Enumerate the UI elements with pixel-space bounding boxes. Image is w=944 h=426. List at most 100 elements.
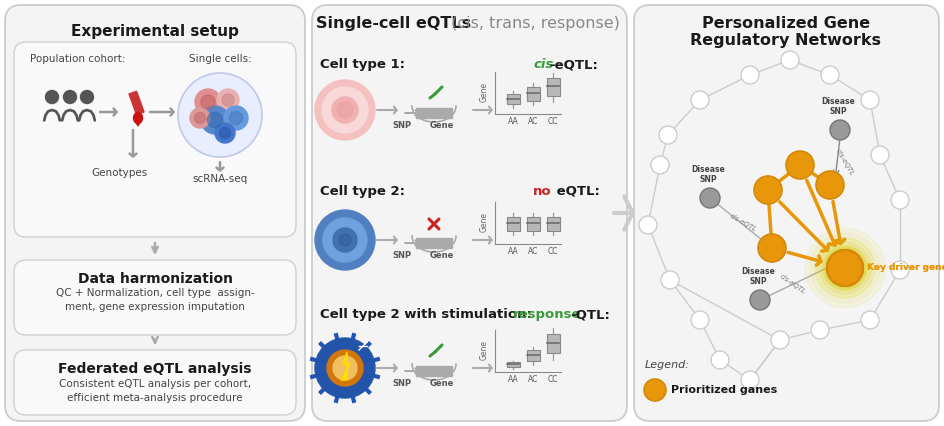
- Circle shape: [830, 120, 850, 140]
- Bar: [527, 350, 540, 361]
- Circle shape: [711, 351, 729, 369]
- Circle shape: [827, 250, 863, 286]
- Circle shape: [871, 146, 889, 164]
- Circle shape: [825, 248, 865, 288]
- Text: -QTL:: -QTL:: [570, 308, 610, 321]
- Text: Gene: Gene: [480, 82, 489, 102]
- Text: Experimental setup: Experimental setup: [71, 24, 239, 39]
- Circle shape: [861, 311, 879, 329]
- Circle shape: [644, 379, 666, 401]
- Text: no: no: [533, 185, 551, 198]
- Circle shape: [700, 188, 720, 208]
- Bar: [547, 78, 560, 96]
- Circle shape: [333, 228, 357, 252]
- Text: cis-eQTL: cis-eQTL: [729, 213, 757, 233]
- Bar: [507, 362, 520, 367]
- Text: Data harmonization: Data harmonization: [77, 272, 232, 286]
- Text: SNP: SNP: [393, 251, 412, 260]
- Text: Population cohort:: Population cohort:: [30, 54, 126, 64]
- Polygon shape: [341, 352, 350, 380]
- Text: cis-eQTL: cis-eQTL: [779, 273, 806, 295]
- Text: Disease
SNP: Disease SNP: [821, 97, 855, 116]
- Text: -eQTL:: -eQTL:: [549, 58, 598, 71]
- Circle shape: [201, 95, 215, 109]
- Text: cis-eQTL: cis-eQTL: [834, 148, 855, 177]
- Circle shape: [691, 91, 709, 109]
- Text: Gene: Gene: [480, 212, 489, 232]
- Circle shape: [332, 97, 358, 123]
- Circle shape: [659, 126, 677, 144]
- Text: Gene: Gene: [430, 121, 454, 130]
- Text: Cell type 1:: Cell type 1:: [320, 58, 405, 71]
- Circle shape: [215, 123, 235, 143]
- Text: AC: AC: [528, 247, 538, 256]
- Circle shape: [821, 66, 839, 84]
- Circle shape: [639, 216, 657, 234]
- FancyBboxPatch shape: [312, 5, 627, 421]
- Circle shape: [891, 191, 909, 209]
- Text: Cell type 2 with stimulation:: Cell type 2 with stimulation:: [320, 308, 531, 321]
- Text: Gene: Gene: [480, 340, 489, 360]
- Circle shape: [224, 106, 248, 130]
- Bar: [416, 108, 452, 118]
- Circle shape: [315, 338, 375, 398]
- Text: Cell type 2:: Cell type 2:: [320, 185, 405, 198]
- Circle shape: [819, 242, 871, 294]
- Text: CC: CC: [548, 375, 558, 384]
- Text: SNP: SNP: [393, 379, 412, 388]
- Circle shape: [337, 102, 353, 118]
- Text: Prioritized ganes: Prioritized ganes: [671, 385, 777, 395]
- Bar: [527, 87, 540, 101]
- Text: scRNA-seq: scRNA-seq: [193, 174, 247, 184]
- Circle shape: [315, 80, 375, 140]
- Circle shape: [811, 321, 829, 339]
- Circle shape: [891, 261, 909, 279]
- Circle shape: [327, 350, 363, 386]
- Circle shape: [781, 51, 799, 69]
- FancyBboxPatch shape: [5, 5, 305, 421]
- Circle shape: [323, 218, 367, 262]
- Circle shape: [45, 90, 59, 104]
- Bar: [527, 217, 540, 230]
- Circle shape: [333, 356, 357, 380]
- Text: AA: AA: [508, 375, 518, 384]
- Text: Single cells:: Single cells:: [189, 54, 251, 64]
- Bar: [129, 91, 144, 115]
- Circle shape: [741, 66, 759, 84]
- FancyBboxPatch shape: [14, 260, 296, 335]
- Bar: [547, 217, 560, 230]
- Circle shape: [691, 311, 709, 329]
- Text: Gene: Gene: [430, 379, 454, 388]
- Circle shape: [823, 246, 867, 290]
- Text: Disease
SNP: Disease SNP: [741, 267, 775, 286]
- Bar: [416, 366, 452, 376]
- Text: Key driver gene: Key driver gene: [867, 264, 944, 273]
- Text: Legend:: Legend:: [645, 360, 690, 370]
- Circle shape: [222, 94, 234, 106]
- Circle shape: [805, 228, 885, 308]
- Text: AA: AA: [508, 117, 518, 126]
- FancyBboxPatch shape: [634, 5, 939, 421]
- Text: AC: AC: [528, 117, 538, 126]
- Polygon shape: [135, 120, 141, 126]
- Bar: [547, 334, 560, 353]
- FancyBboxPatch shape: [14, 350, 296, 415]
- Circle shape: [178, 73, 262, 157]
- Text: AA: AA: [508, 247, 518, 256]
- Circle shape: [754, 176, 782, 204]
- Circle shape: [661, 271, 679, 289]
- Circle shape: [810, 233, 880, 303]
- Bar: [507, 217, 520, 230]
- Text: Consistent eQTL analysis per cohort,
efficient meta-analysis procedure: Consistent eQTL analysis per cohort, eff…: [59, 379, 251, 403]
- Circle shape: [651, 156, 669, 174]
- Circle shape: [322, 87, 368, 133]
- Circle shape: [201, 106, 229, 134]
- Bar: [416, 238, 452, 248]
- Text: Single-cell eQTLs: Single-cell eQTLs: [316, 16, 471, 31]
- Circle shape: [750, 290, 770, 310]
- Text: (cis, trans, response): (cis, trans, response): [446, 16, 620, 31]
- Circle shape: [217, 89, 239, 111]
- Text: Federated eQTL analysis: Federated eQTL analysis: [59, 362, 252, 376]
- Circle shape: [315, 210, 375, 270]
- Circle shape: [741, 371, 759, 389]
